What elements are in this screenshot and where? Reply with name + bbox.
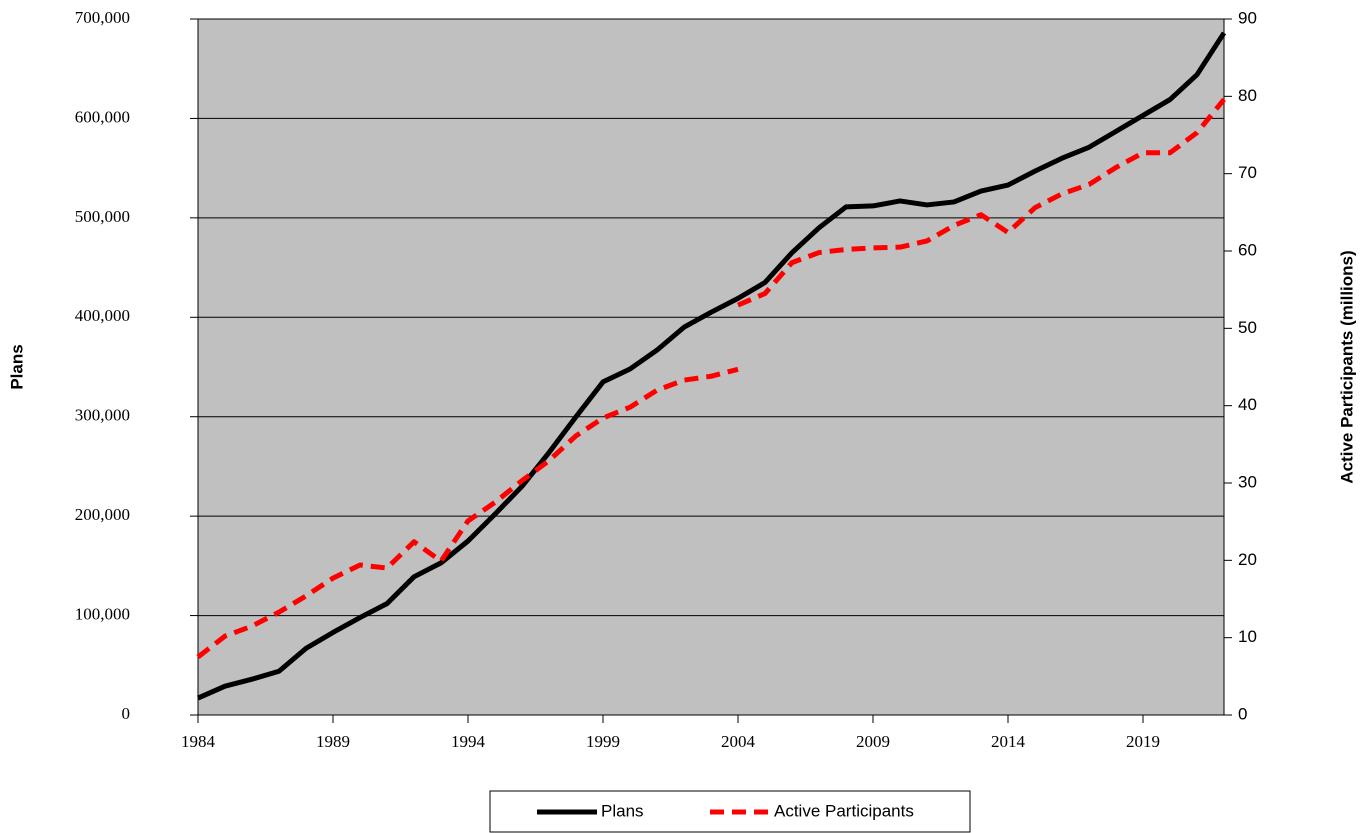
y2-tick-label: 70	[1238, 163, 1257, 182]
y2-tick-label: 10	[1238, 627, 1257, 646]
y-tick-label: 400,000	[75, 306, 130, 325]
y-tick-label: 300,000	[75, 406, 130, 425]
y2-axis-title: Active Participants (millions)	[1337, 250, 1356, 483]
y2-tick-label: 90	[1238, 8, 1257, 27]
y2-tick-label: 0	[1238, 704, 1247, 723]
y-tick-label: 500,000	[75, 207, 130, 226]
x-tick-label: 1999	[586, 732, 620, 751]
x-tick-label: 1984	[181, 732, 216, 751]
x-tick-label: 1989	[316, 732, 350, 751]
legend-label: Active Participants	[774, 801, 914, 820]
y-axis-title: Plans	[7, 344, 26, 389]
x-tick-label: 1994	[451, 732, 486, 751]
series-line	[196, 31, 1227, 701]
y2-tick-label: 60	[1238, 240, 1257, 259]
x-tick-label: 2004	[721, 732, 756, 751]
y2-tick-label: 50	[1238, 318, 1257, 337]
x-tick-label: 2009	[856, 732, 890, 751]
y-tick-label: 600,000	[75, 107, 130, 126]
y2-tick-label: 40	[1238, 395, 1257, 414]
y-tick-label: 0	[122, 704, 131, 723]
series-line	[196, 97, 1226, 659]
x-tick-label: 2014	[991, 732, 1026, 751]
x-tick-label: 2019	[1126, 732, 1160, 751]
plot-area	[197, 18, 1225, 716]
legend-label: Plans	[601, 801, 644, 820]
y2-tick-label: 30	[1238, 472, 1257, 491]
y-tick-label: 700,000	[75, 8, 130, 27]
y-tick-label: 200,000	[75, 505, 130, 524]
y2-tick-label: 20	[1238, 550, 1257, 569]
y-tick-label: 100,000	[75, 604, 130, 623]
y2-tick-label: 80	[1238, 86, 1257, 105]
